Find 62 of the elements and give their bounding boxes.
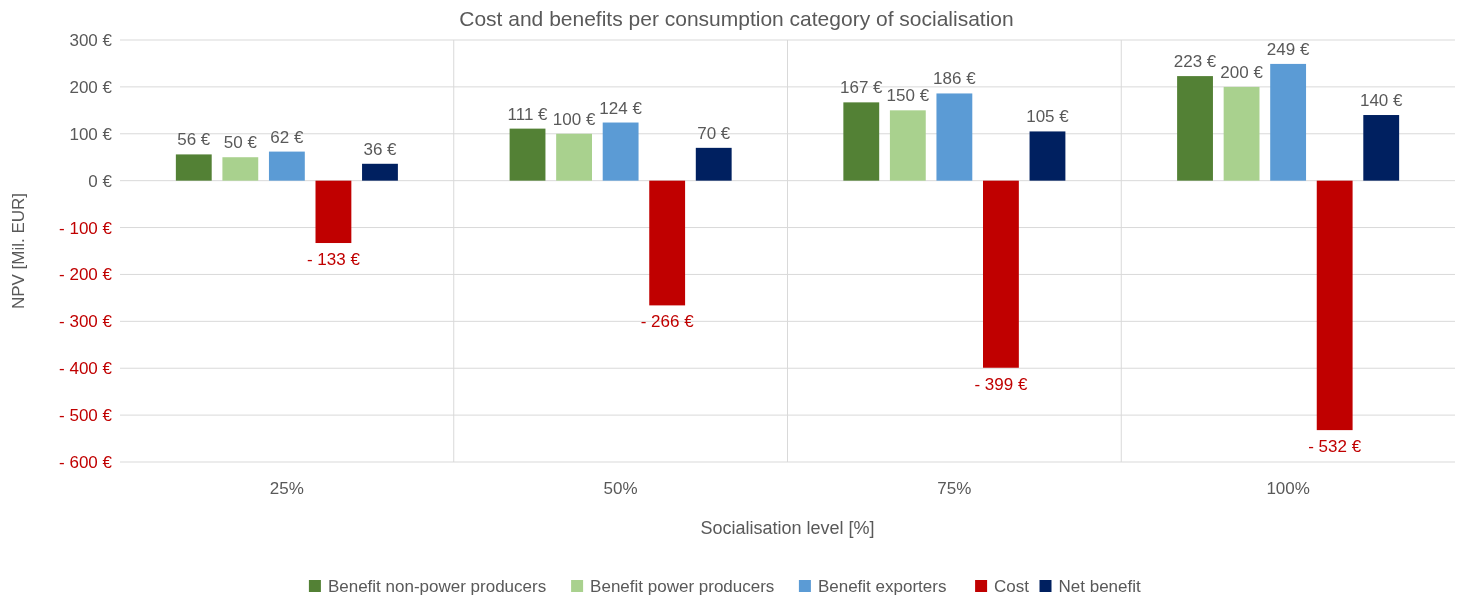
data-label: 111 € <box>507 104 549 124</box>
x-tick-label: 50% <box>603 479 638 498</box>
bar <box>695 147 732 181</box>
data-label: 36 € <box>363 139 398 159</box>
data-label: 50 € <box>223 133 258 153</box>
bar <box>362 163 398 181</box>
data-label: 200 € <box>1220 62 1264 82</box>
legend-label: Benefit exporters <box>817 576 947 596</box>
bar <box>315 180 352 244</box>
y-tick-label: 0 € <box>88 171 113 191</box>
data-label: 70 € <box>697 123 731 143</box>
bar <box>602 122 639 181</box>
bar <box>1029 131 1066 181</box>
bar <box>175 154 212 181</box>
y-axis-title: NPV [Mil. EUR] <box>9 192 28 310</box>
y-tick-label: 300 € <box>69 30 113 50</box>
legend-label: Net benefit <box>1058 576 1141 596</box>
data-label: - 133 € <box>306 250 361 270</box>
data-label: 150 € <box>886 86 930 106</box>
bar <box>1316 180 1353 431</box>
data-label: - 399 € <box>974 374 1028 394</box>
bar <box>983 180 1019 368</box>
data-label: 140 € <box>1359 91 1404 111</box>
bar <box>1270 63 1307 181</box>
data-label: 56 € <box>177 130 211 150</box>
y-tick-label: 100 € <box>69 124 113 144</box>
legend-label: Cost <box>994 576 1030 596</box>
x-axis-title: Socialisation level [%] <box>700 518 875 538</box>
data-label: 223 € <box>1173 52 1217 72</box>
data-label: - 532 € <box>1308 437 1362 457</box>
bar <box>556 133 592 181</box>
y-tick-label: - 500 € <box>59 406 113 426</box>
y-tick-label: - 200 € <box>59 265 113 285</box>
x-tick-label: 25% <box>269 479 304 498</box>
bar <box>649 180 686 306</box>
bar <box>268 151 305 181</box>
chart-title: Cost and benefits per consumption category of socialisation <box>459 7 1014 30</box>
y-tick-label: - 600 € <box>59 452 113 472</box>
y-tick-label: 200 € <box>69 77 113 97</box>
legend-label: Benefit power producers <box>590 576 775 596</box>
bar <box>1363 115 1400 181</box>
data-label: 167 € <box>840 78 884 98</box>
x-tick-label: 75% <box>937 479 972 498</box>
data-label: 105 € <box>1026 107 1070 127</box>
data-label: 124 € <box>599 98 643 118</box>
x-tick-label: 100% <box>1266 479 1310 498</box>
bar <box>1223 86 1260 181</box>
bar <box>1177 76 1213 181</box>
bar <box>222 157 259 181</box>
data-label: 186 € <box>933 69 977 89</box>
y-tick-label: - 300 € <box>59 312 113 332</box>
data-label: 249 € <box>1266 39 1310 59</box>
bar <box>509 128 546 181</box>
legend-label: Benefit non-power producers <box>327 576 547 596</box>
bar <box>843 102 880 181</box>
data-label: 100 € <box>552 109 596 129</box>
data-label: - 266 € <box>640 312 695 332</box>
y-tick-label: - 100 € <box>59 218 113 238</box>
data-label: 62 € <box>270 127 304 147</box>
bar <box>889 110 926 181</box>
bar <box>936 93 973 181</box>
y-tick-label: - 400 € <box>59 359 113 379</box>
